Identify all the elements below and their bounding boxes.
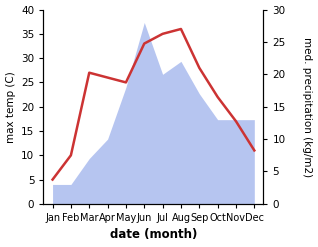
X-axis label: date (month): date (month)	[110, 228, 197, 242]
Y-axis label: max temp (C): max temp (C)	[5, 71, 16, 143]
Y-axis label: med. precipitation (kg/m2): med. precipitation (kg/m2)	[302, 37, 313, 177]
